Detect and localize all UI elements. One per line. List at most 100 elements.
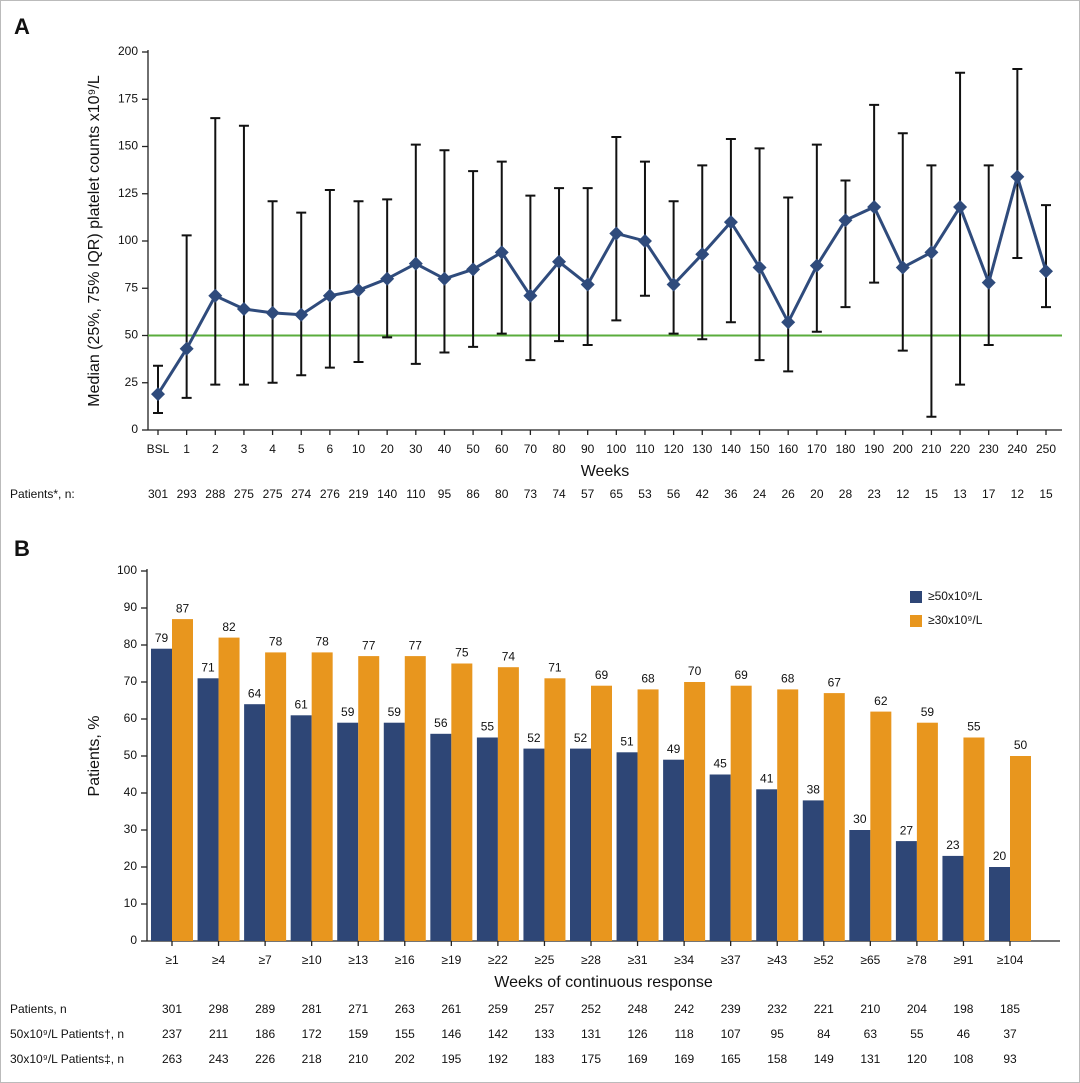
error-bar (811, 143, 822, 333)
legend-label: ≥30x10⁹/L (928, 613, 983, 627)
x-tick-label: ≥4 (212, 953, 226, 967)
table-cell: 118 (675, 1027, 694, 1041)
table-cell: 243 (209, 1052, 229, 1066)
bar-label: 59 (341, 705, 355, 719)
table-cell: 165 (721, 1052, 741, 1066)
bar (989, 867, 1010, 941)
bar-label: 41 (760, 771, 774, 785)
x-tick-label: ≥91 (953, 953, 973, 967)
bar (663, 759, 685, 941)
bar (1010, 756, 1031, 941)
patients-count: 28 (839, 487, 853, 501)
table-cell: 142 (488, 1027, 508, 1041)
patients-count: 65 (610, 487, 624, 501)
error-bar (353, 200, 364, 363)
x-tick-label: 10 (352, 442, 366, 456)
patients-count: 24 (753, 487, 767, 501)
bar-label: 20 (993, 849, 1007, 863)
bar (730, 685, 752, 941)
table-cell: 195 (441, 1052, 461, 1066)
x-tick-label: ≥22 (488, 953, 508, 967)
data-line (156, 171, 1048, 395)
marker (208, 288, 223, 303)
x-axis-label: Weeks (581, 463, 630, 480)
bar-label: 68 (641, 672, 655, 686)
patients-count: 56 (667, 487, 681, 501)
bar-label: 71 (201, 660, 215, 674)
x-tick-label: ≥16 (395, 953, 415, 967)
patients-count: 13 (953, 487, 967, 501)
table-cell: 263 (395, 1002, 415, 1016)
bar (709, 774, 731, 941)
x-tick-label: 110 (635, 442, 654, 456)
patients-count: 36 (724, 487, 738, 501)
table-cell: 232 (767, 1002, 787, 1016)
marker (466, 262, 481, 277)
table-cell: 158 (767, 1052, 787, 1066)
bar-label: 59 (921, 705, 935, 719)
table-cell: 271 (348, 1002, 368, 1016)
bar-label: 52 (527, 731, 541, 745)
bar-label: 49 (667, 742, 681, 756)
patients-count: 73 (524, 487, 538, 501)
error-bar (296, 211, 307, 377)
table-cell: 159 (348, 1027, 368, 1041)
y-tick-label: 30 (124, 822, 138, 836)
error-bar (668, 200, 679, 335)
bar (265, 652, 287, 941)
x-tick-label: ≥19 (441, 953, 461, 967)
table-cell: 204 (907, 1002, 927, 1016)
patients-label: Patients*, n: (10, 487, 75, 501)
marker (953, 199, 968, 214)
x-tick-label: 60 (495, 442, 509, 456)
marker (437, 271, 452, 286)
table-cell: 261 (441, 1002, 461, 1016)
bar-label: 77 (409, 638, 423, 652)
marker (494, 245, 509, 260)
bar (244, 704, 266, 941)
x-tick-label: ≥25 (534, 953, 554, 967)
table-cell: 120 (907, 1052, 927, 1066)
error-bar (983, 164, 994, 346)
x-tick-label: 220 (950, 442, 970, 456)
y-tick-label: 90 (124, 600, 138, 614)
x-tick-label: 6 (327, 442, 334, 456)
x-tick-label: ≥104 (997, 953, 1024, 967)
bar (290, 715, 312, 941)
x-tick-label: 120 (664, 442, 684, 456)
bar (591, 685, 612, 941)
error-bar (955, 71, 966, 386)
error-bar (210, 117, 221, 386)
error-bar (1012, 68, 1023, 260)
error-bar (468, 170, 479, 348)
x-tick-label: ≥78 (907, 953, 927, 967)
y-tick-label: 50 (125, 328, 139, 342)
bar-label: 64 (248, 686, 262, 700)
marker (924, 245, 939, 260)
table-cell: 226 (255, 1052, 275, 1066)
patients-count: 42 (696, 487, 710, 501)
patients-count: 275 (263, 487, 283, 501)
error-bar (639, 160, 650, 297)
patients-count: 219 (349, 487, 369, 501)
patients-count: 53 (638, 487, 652, 501)
y-tick-label: 100 (118, 233, 138, 247)
x-tick-label: BSL (147, 442, 170, 456)
error-bar (324, 188, 335, 369)
bar-label: 75 (455, 646, 469, 660)
table-cell: 210 (348, 1052, 368, 1066)
bar (637, 689, 659, 941)
patients-count: 274 (291, 487, 311, 501)
bar (916, 722, 938, 941)
table-cell: 185 (1000, 1002, 1020, 1016)
error-bar (439, 149, 450, 354)
table-cell: 146 (441, 1027, 461, 1041)
panel-letter: B (14, 536, 30, 561)
bar-label: 70 (688, 664, 702, 678)
bar-label: 38 (807, 783, 821, 797)
table-cell: 239 (721, 1002, 741, 1016)
y-tick-label: 0 (131, 422, 138, 436)
table-cell: 202 (395, 1052, 415, 1066)
bar-label: 69 (734, 668, 748, 682)
error-bar (783, 196, 794, 373)
